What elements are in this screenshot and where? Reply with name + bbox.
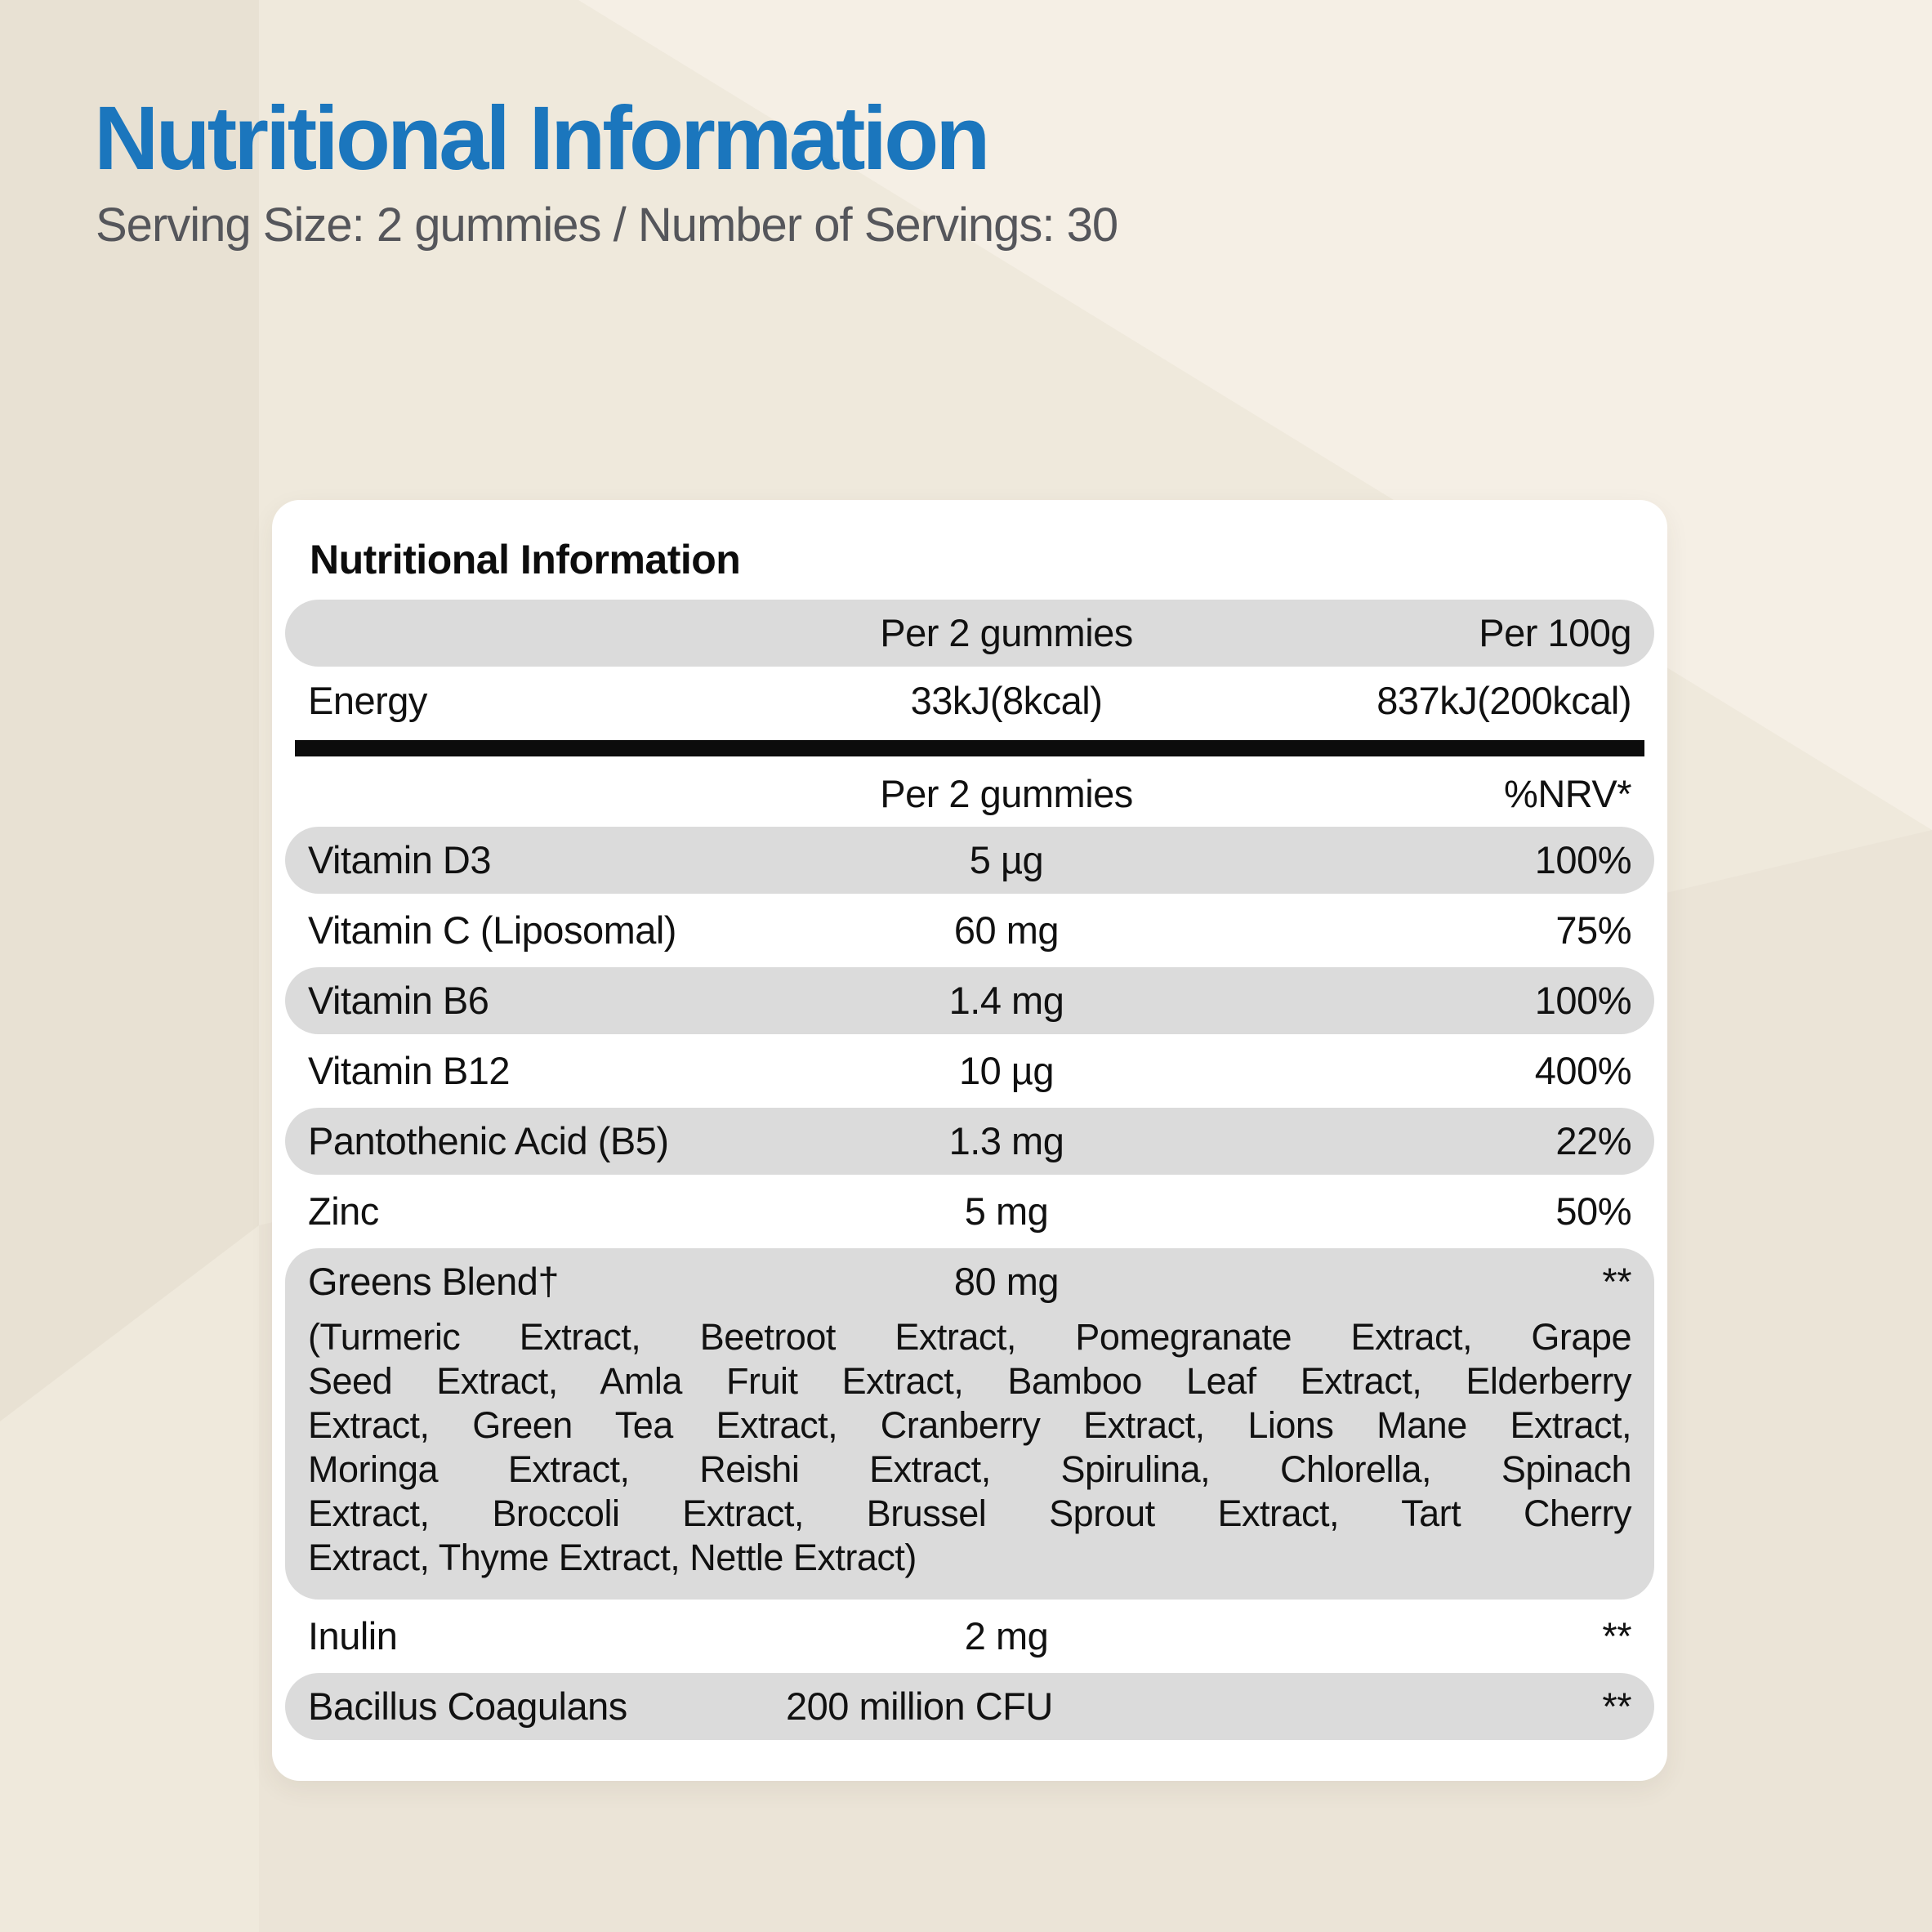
header-spacer: [308, 600, 786, 667]
nutrient-name: Bacillus Coagulans: [308, 1684, 627, 1728]
greens-blend-description-line: Extract, Thyme Extract, Nettle Extract): [308, 1537, 917, 1578]
nutrient-name: Vitamin C (Liposomal): [308, 908, 676, 952]
nutrient-name: Zinc: [308, 1189, 379, 1233]
nutrient-row: Vitamin B6 1.4 mg 100%: [285, 967, 1654, 1034]
greens-blend-description-line: Extract, Broccoli Extract, Brussel Sprou…: [308, 1493, 1632, 1534]
nutrient-row: Zinc 5 mg 50%: [285, 1178, 1654, 1245]
header-spacer: [308, 765, 786, 823]
serving-info: Serving Size: 2 gummies / Number of Serv…: [96, 199, 1118, 252]
energy-per-100g: 837kJ(200kcal): [1376, 679, 1631, 722]
greens-blend-description: (Turmeric Extract, Beetroot Extract, Pom…: [308, 1315, 1632, 1580]
nutrient-amount: 1.4 mg: [948, 979, 1064, 1022]
nutrient-nrv: 22%: [1555, 1119, 1631, 1162]
nutrient-name: Vitamin D3: [308, 838, 492, 881]
nutrition-panel: Nutritional Information Per 2 gummies Pe…: [272, 500, 1667, 1781]
nutrient-amount: 1.3 mg: [948, 1119, 1064, 1162]
nutrient-row: Pantothenic Acid (B5) 1.3 mg 22%: [285, 1108, 1654, 1175]
nutrient-amount: 5 mg: [964, 1189, 1049, 1233]
nutrient-name: Vitamin B12: [308, 1049, 511, 1092]
nutrient-rows: Vitamin D3 5 µg 100% Vitamin C (Liposoma…: [285, 827, 1654, 1740]
nutrient-nrv: **: [1602, 1684, 1631, 1728]
page-title: Nutritional Information: [94, 88, 990, 189]
energy-label: Energy: [308, 679, 427, 722]
nutrient-row: Vitamin B12 10 µg 400%: [285, 1037, 1654, 1104]
nutrient-name: Vitamin B6: [308, 979, 489, 1022]
divider-bar: [295, 740, 1644, 756]
nrv-header: %NRV*: [1504, 772, 1631, 815]
nutrient-nrv: **: [1602, 1260, 1631, 1303]
panel-title: Nutritional Information: [310, 537, 741, 582]
nutrient-row: Inulin 2 mg **: [285, 1603, 1654, 1670]
nutrient-nrv: 100%: [1534, 979, 1632, 1022]
nutrient-amount: 10 µg: [958, 1049, 1055, 1092]
page-header: Nutritional Information Serving Size: 2 …: [94, 88, 1118, 254]
per-2-gummies-header-2: Per 2 gummies: [880, 772, 1133, 815]
nutrient-amount: 80 mg: [953, 1260, 1060, 1303]
nutrient-nrv: 50%: [1555, 1189, 1631, 1233]
nutrient-row: Vitamin D3 5 µg 100%: [285, 827, 1654, 894]
nrv-header-row: Per 2 gummies %NRV*: [285, 765, 1654, 823]
nutrient-name: Greens Blend†: [308, 1260, 560, 1303]
greens-blend-description-line: Moringa Extract, Reishi Extract, Spiruli…: [308, 1448, 1632, 1490]
greens-blend-description-line: Extract, Green Tea Extract, Cranberry Ex…: [308, 1404, 1632, 1446]
energy-row: Energy 33kJ(8kcal) 837kJ(200kcal): [285, 670, 1654, 732]
per-100g-header: Per 100g: [1479, 611, 1631, 654]
nutrient-row: Bacillus Coagulans 200 million CFU **: [285, 1673, 1654, 1740]
per-serving-header-row: Per 2 gummies Per 100g: [285, 600, 1654, 667]
per-2-gummies-header: Per 2 gummies: [880, 611, 1133, 654]
nutrient-nrv: **: [1602, 1614, 1631, 1658]
nutrient-amount: 200 million CFU: [786, 1684, 1053, 1728]
greens-blend-description-line: (Turmeric Extract, Beetroot Extract, Pom…: [308, 1316, 1632, 1358]
nutrient-amount: 2 mg: [964, 1614, 1049, 1658]
nutrient-nrv: 75%: [1555, 908, 1631, 952]
energy-per-2-gummies: 33kJ(8kcal): [910, 679, 1103, 722]
nutrient-nrv: 400%: [1534, 1049, 1632, 1092]
nutrient-amount: 60 mg: [953, 908, 1060, 952]
nutrient-nrv: 100%: [1534, 838, 1632, 881]
nutrient-name: Pantothenic Acid (B5): [308, 1119, 669, 1162]
nutrient-row: Vitamin C (Liposomal) 60 mg 75%: [285, 897, 1654, 964]
nutrient-row: Greens Blend† 80 mg ** (Turmeric Extract…: [285, 1248, 1654, 1600]
nutrient-amount: 5 µg: [969, 838, 1044, 881]
nutrient-name: Inulin: [308, 1614, 398, 1658]
greens-blend-description-line: Seed Extract, Amla Fruit Extract, Bamboo…: [308, 1360, 1632, 1402]
